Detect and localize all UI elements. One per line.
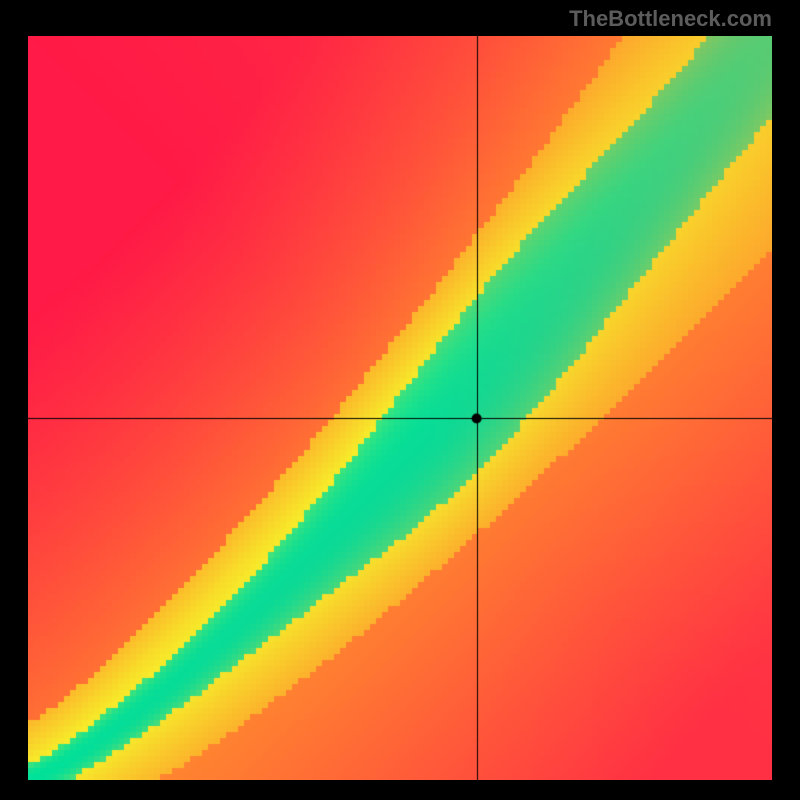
watermark-text: TheBottleneck.com <box>569 6 772 32</box>
heatmap-plot <box>28 36 772 780</box>
